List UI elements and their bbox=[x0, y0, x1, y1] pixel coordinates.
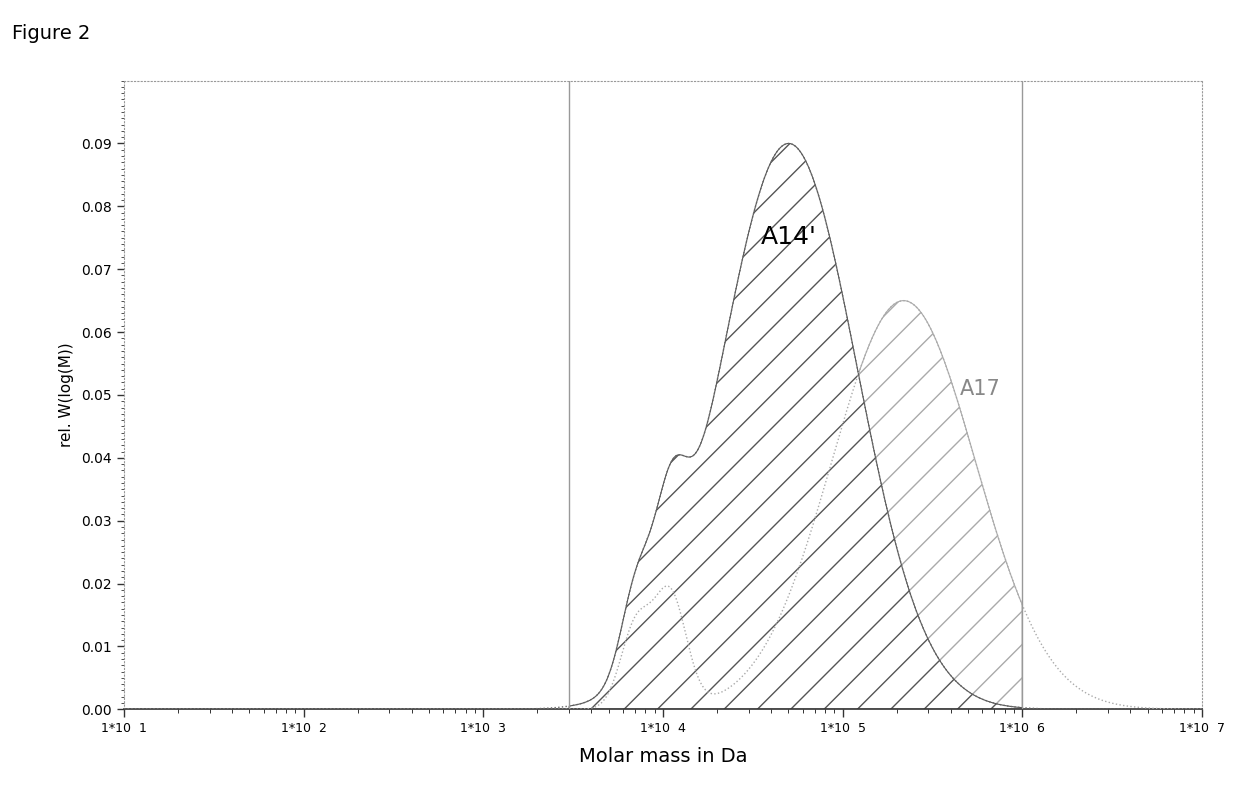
Polygon shape bbox=[569, 143, 1022, 709]
Text: Figure 2: Figure 2 bbox=[12, 24, 90, 44]
Polygon shape bbox=[569, 301, 1022, 709]
Text: A17: A17 bbox=[960, 379, 1001, 399]
X-axis label: Molar mass in Da: Molar mass in Da bbox=[579, 746, 747, 766]
Y-axis label: rel. W(log(M)): rel. W(log(M)) bbox=[59, 343, 74, 447]
Text: A14': A14' bbox=[761, 225, 817, 249]
